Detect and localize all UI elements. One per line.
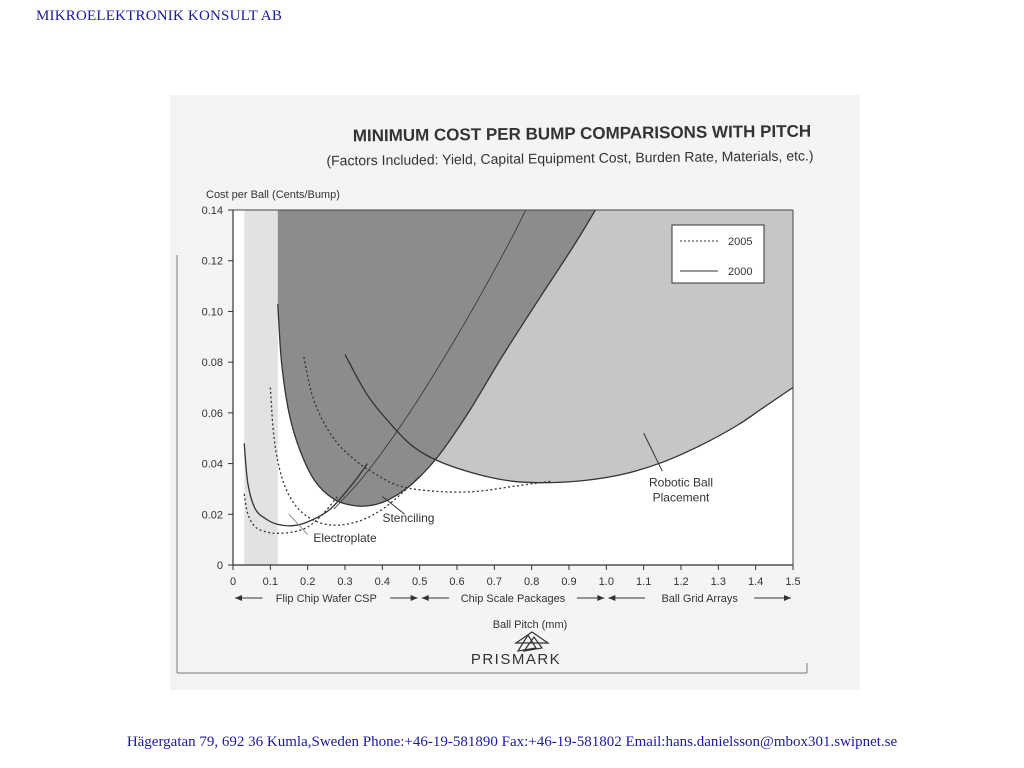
x-tick-label: 0.9 bbox=[561, 576, 576, 588]
band-arrow-right bbox=[597, 595, 605, 601]
y-tick-label: 0.12 bbox=[202, 256, 223, 268]
chart-svg: MINIMUM COST PER BUMP COMPARISONS WITH P… bbox=[176, 122, 814, 674]
x-tick-label: 0.5 bbox=[412, 576, 427, 588]
chart-title: MINIMUM COST PER BUMP COMPARISONS WITH P… bbox=[353, 122, 812, 146]
y-tick-label: 0.06 bbox=[202, 408, 223, 420]
chart-figure: MINIMUM COST PER BUMP COMPARISONS WITH P… bbox=[170, 95, 860, 690]
band-arrow-right bbox=[784, 595, 791, 601]
x-tick-label: 0.4 bbox=[375, 576, 390, 588]
chart-subtitle: (Factors Included: Yield, Capital Equipm… bbox=[326, 147, 813, 168]
annotation-label: Stenciling bbox=[382, 511, 434, 525]
legend-label-2000: 2000 bbox=[728, 266, 752, 278]
y-axis-label: Cost per Ball (Cents/Bump) bbox=[206, 189, 340, 201]
stenciling-pointer bbox=[382, 496, 406, 515]
prismark-logo-mark bbox=[514, 631, 550, 652]
electroplate-region bbox=[244, 210, 278, 565]
band-arrow-left bbox=[608, 595, 616, 601]
series-lines bbox=[243, 210, 793, 534]
prismark-logo: PRISMARK bbox=[471, 631, 561, 668]
prismark-brand: PRISMARK bbox=[471, 651, 561, 668]
band-label: Ball Grid Arrays bbox=[661, 593, 738, 605]
x-tick-label: 0.2 bbox=[300, 576, 315, 588]
axis-ticks: 0 0.1 0.2 0.3 0.4 0.5 0.6 0.7 0.8 0.9 1.0 1.1 1.2 1.3… bbox=[202, 205, 801, 588]
x-tick-label: 0.3 bbox=[337, 576, 352, 588]
company-name: MIKROELEKTRONIK KONSULT AB bbox=[36, 8, 283, 24]
electroplate-pointer bbox=[288, 513, 309, 535]
series-line-electroplate-2000 bbox=[243, 443, 368, 527]
band-label: Chip Scale Packages bbox=[461, 593, 566, 605]
series-line-boundary-2000 bbox=[333, 210, 527, 510]
legend-label-2005: 2005 bbox=[728, 236, 752, 248]
annotation-label: Robotic Ball bbox=[649, 475, 713, 489]
x-tick-label: 0.7 bbox=[487, 576, 502, 588]
series-line-robotic-ball-placement-2005 bbox=[303, 356, 551, 493]
annotations: Robotic Ball Placement Stenciling Electropl… bbox=[288, 432, 713, 545]
x-tick-label: 0 bbox=[230, 576, 236, 588]
x-tick-label: 1.4 bbox=[748, 576, 763, 588]
footer-contact: Hägergatan 79, 692 36 Kumla,Sweden Phone… bbox=[126, 734, 898, 750]
stenciling-region bbox=[277, 210, 625, 507]
y-tick-label: 0.08 bbox=[202, 357, 223, 369]
band-label-bg bbox=[645, 591, 755, 605]
band-arrow-right bbox=[410, 595, 418, 601]
x-tick-label: 0.1 bbox=[263, 576, 278, 588]
band-label-bg bbox=[449, 591, 577, 605]
series-line-robotic-ball-placement-2000 bbox=[344, 354, 793, 484]
x-tick-label: 0.8 bbox=[524, 576, 539, 588]
x-axis-label: Ball Pitch (mm) bbox=[493, 619, 568, 631]
legend: 2005 2000 bbox=[671, 224, 765, 284]
y-tick-label: 0.14 bbox=[202, 205, 223, 217]
y-tick-label: 0 bbox=[217, 560, 223, 572]
annotation-label: Electroplate bbox=[313, 531, 377, 545]
series-line-stenciling-2005 bbox=[269, 387, 421, 526]
x-tick-label: 1.5 bbox=[785, 576, 800, 588]
band-label-bg bbox=[262, 591, 391, 605]
y-tick-label: 0.10 bbox=[202, 306, 223, 318]
band-arrow-left bbox=[421, 595, 429, 601]
x-tick-label: 1.0 bbox=[599, 576, 614, 588]
band-label: Flip Chip Wafer CSP bbox=[276, 593, 377, 605]
legend-box bbox=[671, 224, 765, 284]
y-tick-label: 0.02 bbox=[202, 509, 223, 521]
package-bands: Flip Chip Wafer CSP Chip Scale Packages Ba… bbox=[235, 591, 791, 605]
x-tick-label: 1.2 bbox=[673, 576, 688, 588]
x-tick-label: 0.6 bbox=[449, 576, 464, 588]
robotic-pointer bbox=[643, 432, 663, 472]
annotation-label: Placement bbox=[653, 491, 710, 505]
series-line-stenciling-2000 bbox=[277, 210, 597, 507]
x-tick-label: 1.1 bbox=[636, 576, 651, 588]
y-tick-label: 0.04 bbox=[202, 459, 223, 471]
x-tick-label: 1.3 bbox=[711, 576, 726, 588]
band-arrow-left bbox=[235, 595, 242, 601]
series-line-electroplate-2005 bbox=[243, 493, 338, 534]
